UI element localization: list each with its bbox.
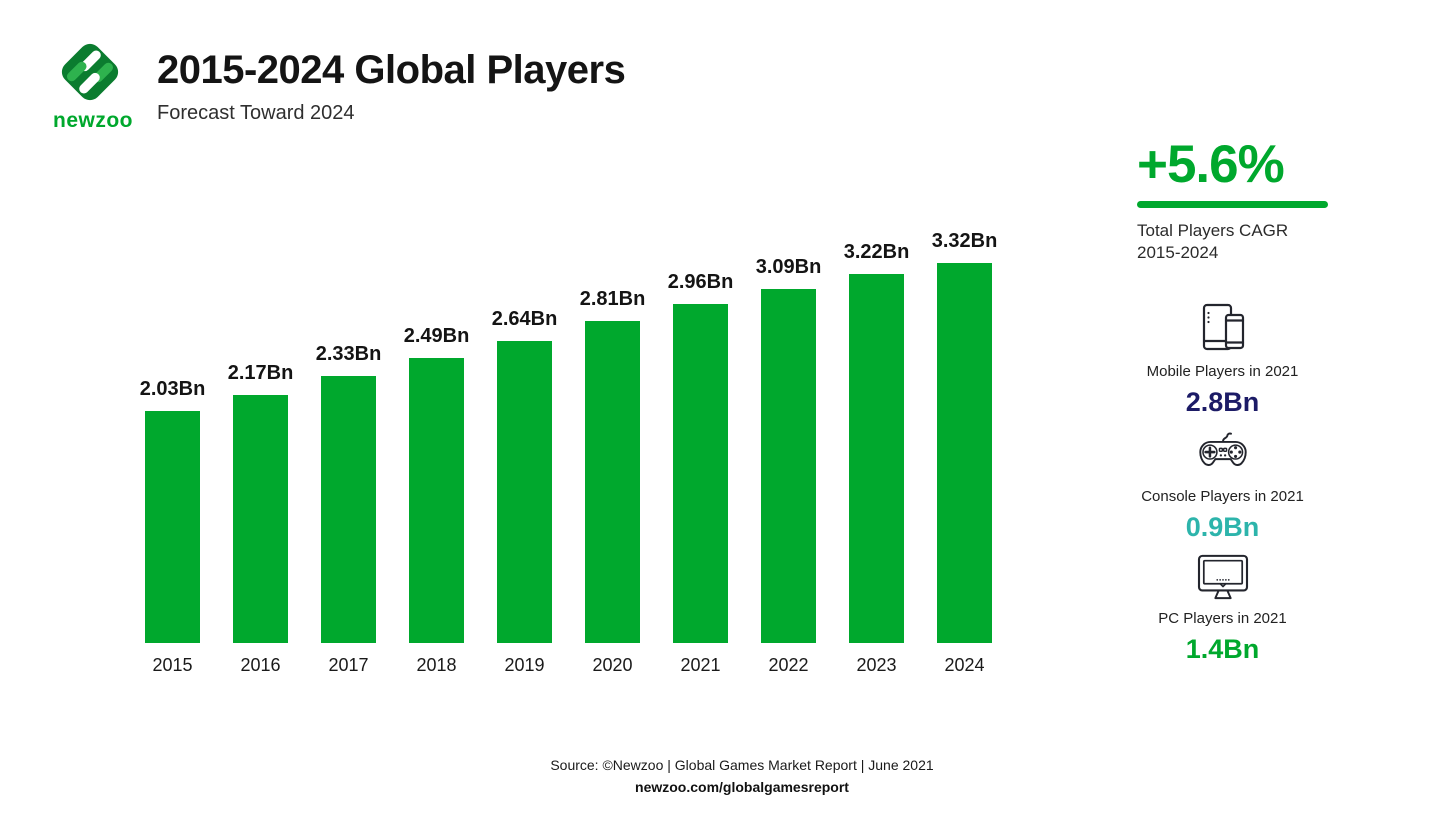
x-tick-2023: 2023 bbox=[856, 655, 897, 675]
source-text: Source: ©Newzoo | Global Games Market Re… bbox=[550, 757, 934, 773]
bar-2018 bbox=[409, 358, 464, 643]
footer: Source: ©Newzoo | Global Games Market Re… bbox=[28, 757, 1456, 795]
bar-value-label-2018: 2.49Bn bbox=[403, 325, 470, 347]
bar-value-label-2020: 2.81Bn bbox=[579, 288, 646, 310]
stat-pc-value: 1.4Bn bbox=[1185, 634, 1260, 664]
newzoo-logo: newzoo bbox=[53, 36, 133, 133]
x-tick-2016: 2016 bbox=[240, 655, 281, 675]
stat-mobile-value: 2.8Bn bbox=[1185, 387, 1260, 417]
bar-value-label-2023: 3.22Bn bbox=[843, 241, 910, 263]
x-tick-2024: 2024 bbox=[944, 655, 985, 675]
bar-value-label-2017: 2.33Bn bbox=[315, 343, 382, 365]
stat-pc: PC Players in 2021 1.4Bn bbox=[1115, 553, 1330, 665]
bar-value-label-2024: 3.32Bn bbox=[931, 230, 998, 252]
gamepad-icon bbox=[1115, 429, 1330, 479]
x-tick-2017: 2017 bbox=[328, 655, 369, 675]
cagr-label-line1: Total Players CAGR bbox=[1137, 221, 1289, 240]
stat-console-value: 0.9Bn bbox=[1185, 512, 1260, 542]
cagr-value: +5.6% bbox=[1137, 135, 1285, 194]
bar-2016 bbox=[233, 395, 288, 643]
cagr-label: Total Players CAGR 2015-2024 bbox=[1137, 220, 1352, 264]
stat-mobile-label: Mobile Players in 2021 bbox=[1146, 363, 1299, 380]
bar-value-label-2016: 2.17Bn bbox=[227, 362, 294, 384]
tablet-phone-icon bbox=[1115, 302, 1330, 354]
x-tick-2022: 2022 bbox=[768, 655, 809, 675]
title-block: 2015-2024 Global Players Forecast Toward… bbox=[157, 48, 626, 125]
report-url: newzoo.com/globalgamesreport bbox=[635, 779, 849, 795]
bar-value-label-2015: 2.03Bn bbox=[139, 378, 206, 400]
bar-2023 bbox=[849, 274, 904, 643]
stat-console: Console Players in 2021 0.9Bn bbox=[1115, 429, 1330, 543]
newzoo-logo-icon bbox=[53, 36, 127, 108]
bar-value-label-2022: 3.09Bn bbox=[755, 256, 822, 278]
stat-pc-label: PC Players in 2021 bbox=[1158, 610, 1287, 627]
x-tick-2018: 2018 bbox=[416, 655, 457, 675]
newzoo-logo-text: newzoo bbox=[53, 109, 133, 132]
cagr-underline bbox=[1137, 201, 1328, 208]
stat-mobile: Mobile Players in 2021 2.8Bn bbox=[1115, 302, 1330, 418]
x-tick-2020: 2020 bbox=[592, 655, 633, 675]
page-subtitle: Forecast Toward 2024 bbox=[157, 102, 355, 124]
bar-2024 bbox=[937, 263, 992, 643]
bar-value-label-2021: 2.96Bn bbox=[667, 271, 734, 293]
bar-2017 bbox=[321, 376, 376, 643]
monitor-icon bbox=[1115, 553, 1330, 601]
x-axis: 2015 2016 2017 2018 2019 2020 2021 2022 2023 2024 bbox=[145, 655, 991, 681]
bar-2019 bbox=[497, 341, 552, 643]
bar-2015 bbox=[145, 411, 200, 643]
x-tick-2019: 2019 bbox=[504, 655, 545, 675]
cagr-label-line2: 2015-2024 bbox=[1137, 243, 1219, 262]
bar-2020 bbox=[585, 321, 640, 643]
bar-2021 bbox=[673, 304, 728, 643]
cagr-block: +5.6% Total Players CAGR 2015-2024 bbox=[1137, 138, 1352, 264]
x-tick-2021: 2021 bbox=[680, 655, 721, 675]
bar-value-label-2019: 2.64Bn bbox=[491, 308, 558, 330]
plot-area: 2.03Bn 2.17Bn 2.33Bn 2.49Bn 2.64Bn 2.81Bn 2.96… bbox=[140, 230, 997, 643]
bar-2022 bbox=[761, 289, 816, 643]
x-tick-2015: 2015 bbox=[152, 655, 193, 675]
stat-console-label: Console Players in 2021 bbox=[1141, 488, 1304, 505]
page-title: 2015-2024 Global Players bbox=[157, 48, 626, 92]
